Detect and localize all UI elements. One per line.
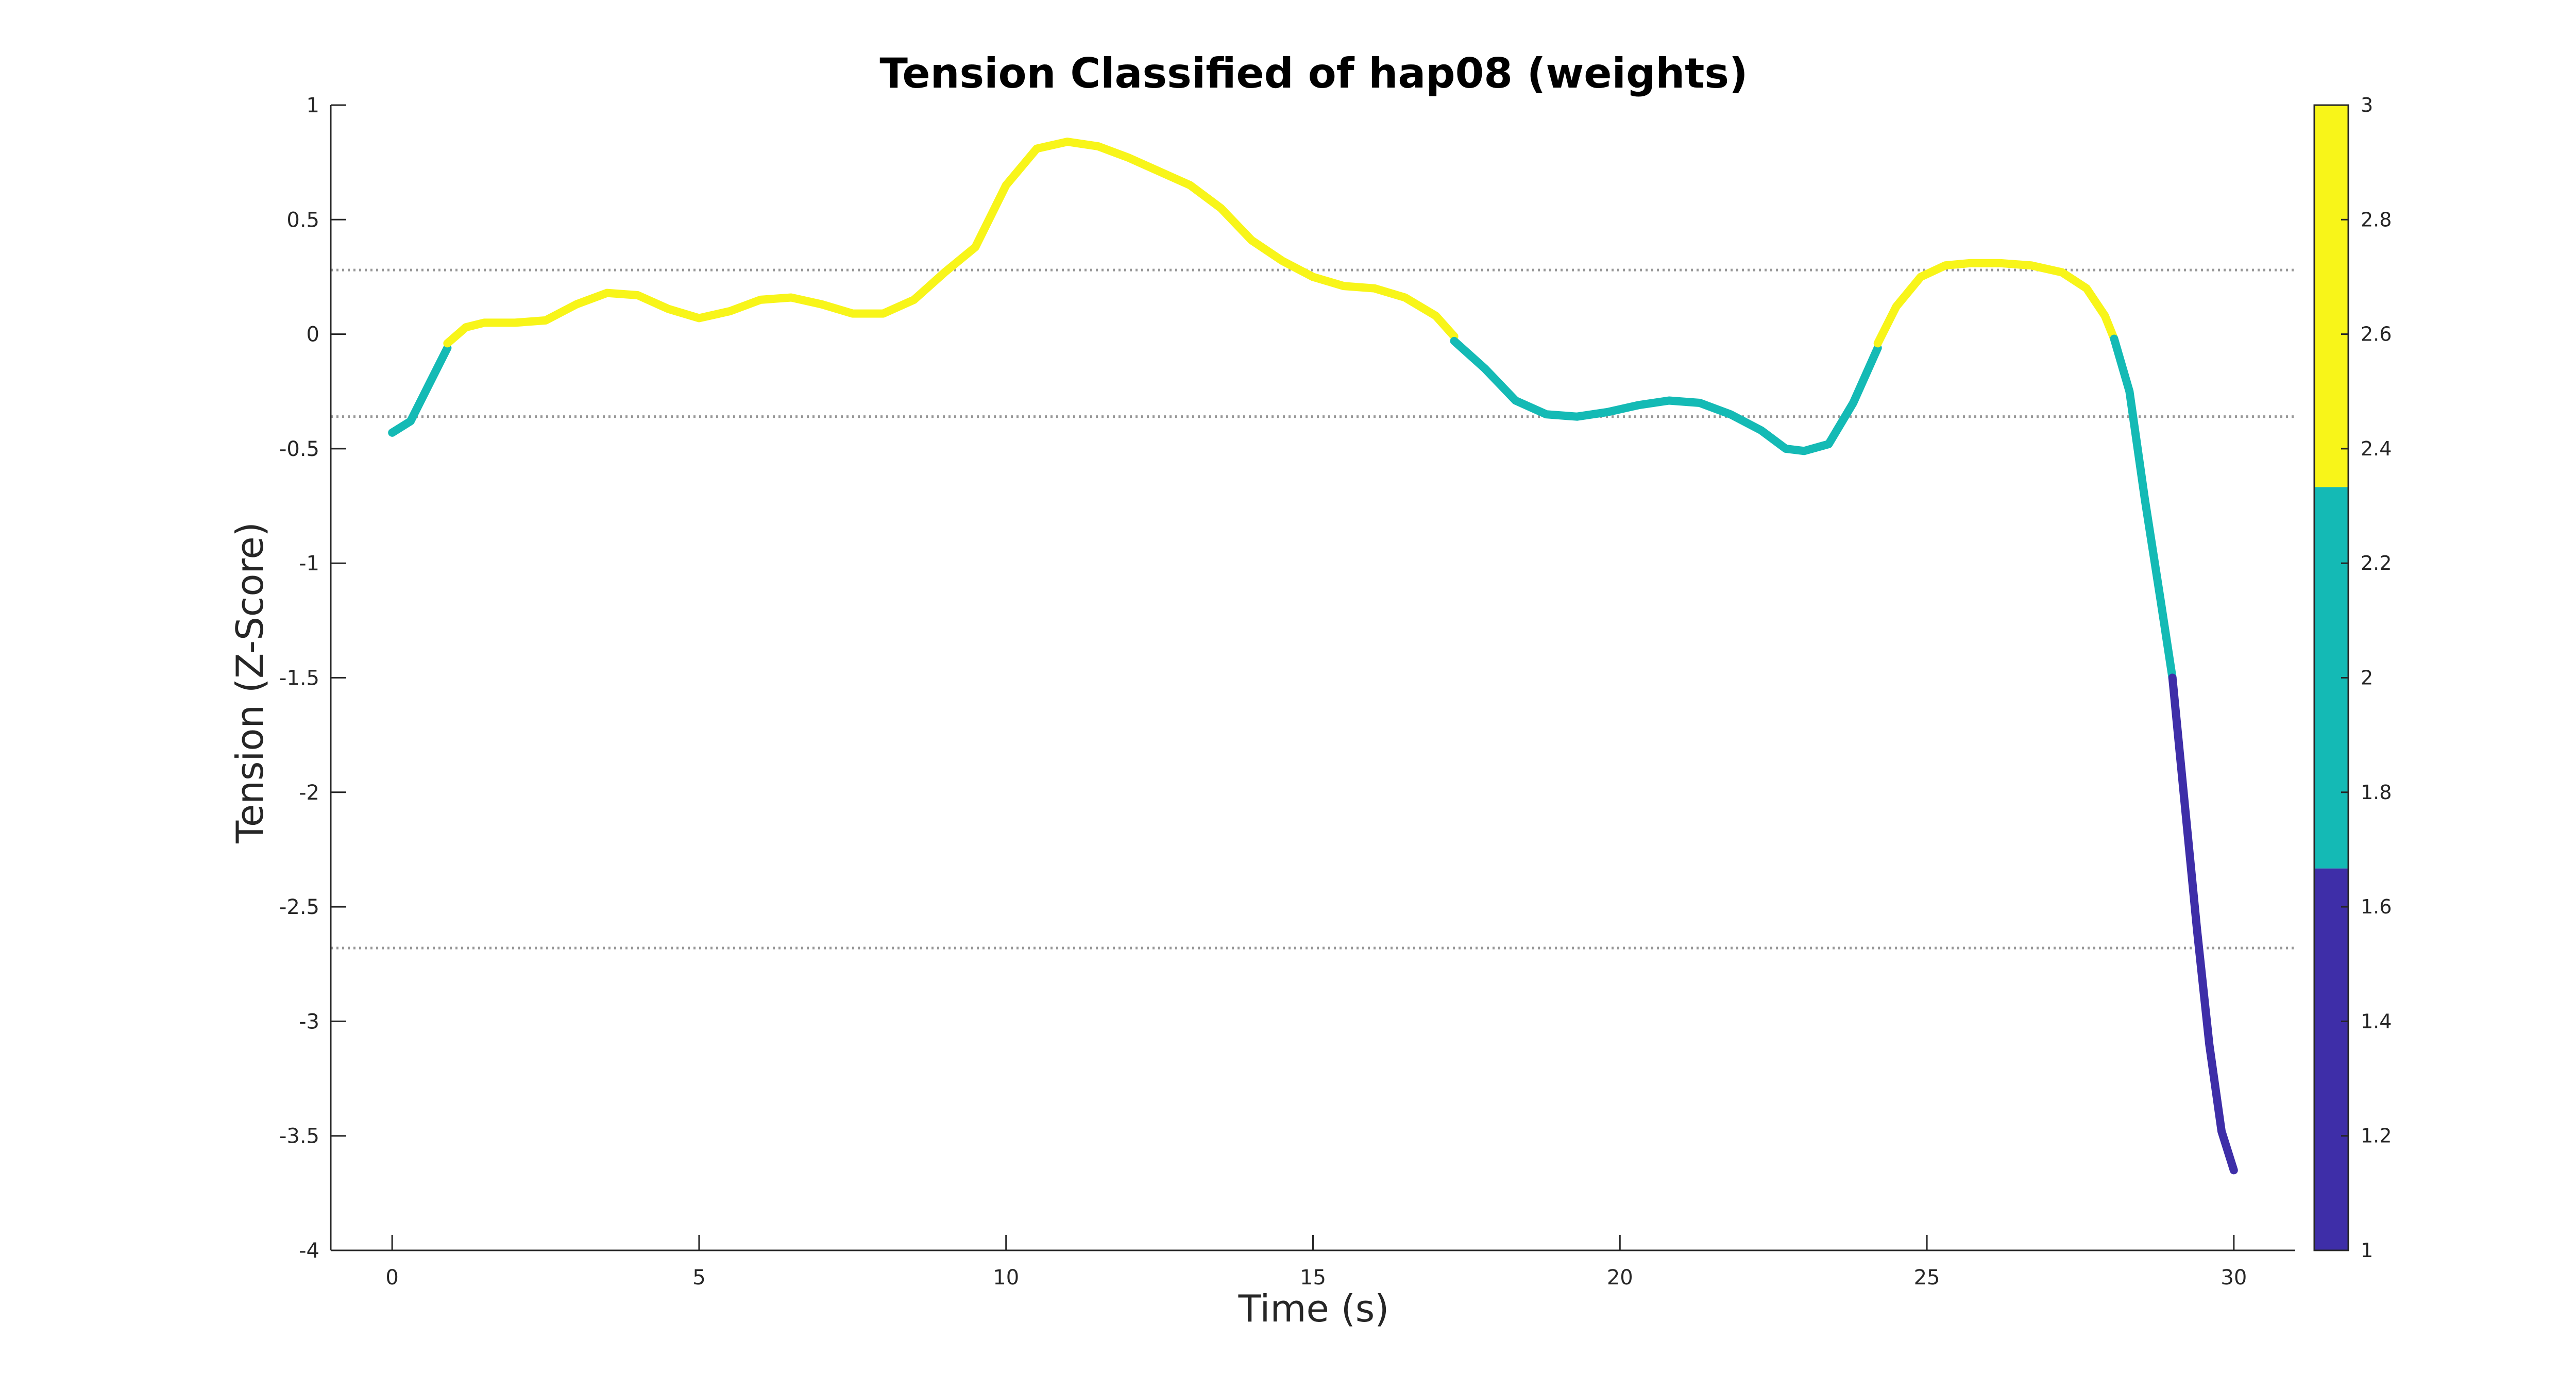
x-tick-label: 20: [1607, 1266, 1633, 1290]
y-tick-label: -1.5: [279, 667, 319, 690]
y-tick-label: -0.5: [279, 437, 319, 461]
y-tick-label: -1: [299, 552, 319, 575]
colorbar-tick-label: 1.2: [2361, 1125, 2392, 1147]
series-class-2: [388, 344, 452, 437]
data-series: [388, 138, 2238, 1175]
y-axis-label: Tension (Z-Score): [228, 522, 272, 844]
colorbar-tick-label: 2: [2361, 667, 2373, 689]
colorbar-tick-label: 2.2: [2361, 552, 2392, 574]
y-tick-label: 1: [307, 94, 319, 117]
x-tick-label: 25: [1914, 1266, 1940, 1290]
series-class-3: [443, 138, 1459, 348]
threshold-lines: [331, 268, 2295, 950]
x-tick-label: 15: [1300, 1266, 1326, 1290]
chart-title: Tension Classified of hap08 (weights): [879, 49, 1748, 97]
y-tick-label: 0: [307, 323, 319, 347]
x-tick-label: 30: [2221, 1266, 2247, 1290]
colorbar-band-class-1: [2314, 868, 2348, 1250]
series-class-2: [1450, 336, 1882, 455]
colorbar-tick-label: 2.8: [2361, 208, 2392, 231]
colorbar-tick-label: 3: [2361, 94, 2373, 116]
y-tick-label: -3: [299, 1010, 319, 1033]
x-tick-label: 5: [692, 1266, 705, 1290]
colorbar-tick-label: 1.6: [2361, 895, 2392, 918]
colorbar-tick-label: 2.6: [2361, 323, 2392, 346]
y-tick-label: -3.5: [279, 1125, 319, 1148]
colorbar-tick-label: 1: [2361, 1239, 2373, 1262]
y-tick-label: -4: [299, 1239, 319, 1263]
series-class-2: [2110, 334, 2177, 682]
y-tick-label: -2.5: [279, 895, 319, 919]
y-axis-ticks: 1 0.5 0 -0.5 -1 -1.5 -2 -2.5 -3 -3.5 -4: [279, 94, 346, 1263]
series-class-3: [1873, 259, 2119, 348]
x-tick-label: 10: [993, 1266, 1019, 1290]
colorbar-tick-label: 1.8: [2361, 781, 2392, 804]
y-tick-label: 0.5: [286, 208, 319, 232]
colorbar-tick-label: 2.4: [2361, 437, 2392, 460]
colorbar-ticks: 3 2.8 2.6 2.4 2.2 2 1.8 1.6 1.4 1.2 1: [2341, 94, 2392, 1262]
y-tick-label: -2: [299, 781, 319, 805]
colorbar-band-class-3: [2314, 105, 2348, 487]
x-axis-label: Time (s): [1238, 1287, 1389, 1330]
x-axis-ticks: 0 5 10 15 20 25 30: [385, 1235, 2247, 1290]
x-tick-label: 0: [385, 1266, 398, 1290]
colorbar-tick-label: 1.4: [2361, 1010, 2392, 1032]
series-class-1: [2168, 673, 2238, 1175]
